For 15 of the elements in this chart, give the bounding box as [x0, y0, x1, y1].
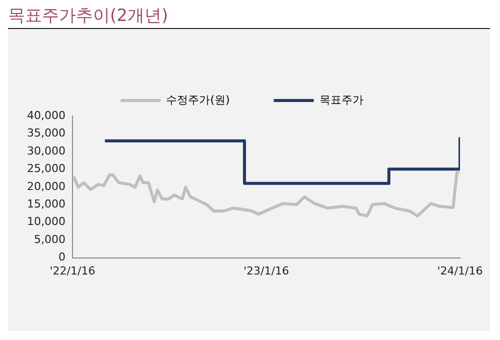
y-tick-label: 0 — [58, 250, 66, 264]
y-tick-label: 25,000 — [26, 162, 66, 176]
y-tick-label: 20,000 — [26, 180, 66, 193]
y-tick-label: 10,000 — [26, 215, 66, 228]
legend-label: 수정주가(원) — [166, 93, 230, 106]
legend-label: 목표주가 — [319, 93, 364, 106]
y-tick-label: 40,000 — [26, 108, 66, 122]
y-tick-label: 5,000 — [34, 232, 66, 246]
x-tick-label: '23/1/16 — [244, 264, 289, 278]
y-tick-label: 30,000 — [26, 144, 66, 158]
x-tick-label: '22/1/16 — [50, 264, 96, 278]
chart-title: 목표주가추이(2개년) — [8, 5, 168, 27]
y-tick-label: 35,000 — [26, 126, 66, 140]
y-tick-label: 15,000 — [26, 197, 66, 210]
x-tick-label: '24/1/16 — [437, 264, 483, 278]
